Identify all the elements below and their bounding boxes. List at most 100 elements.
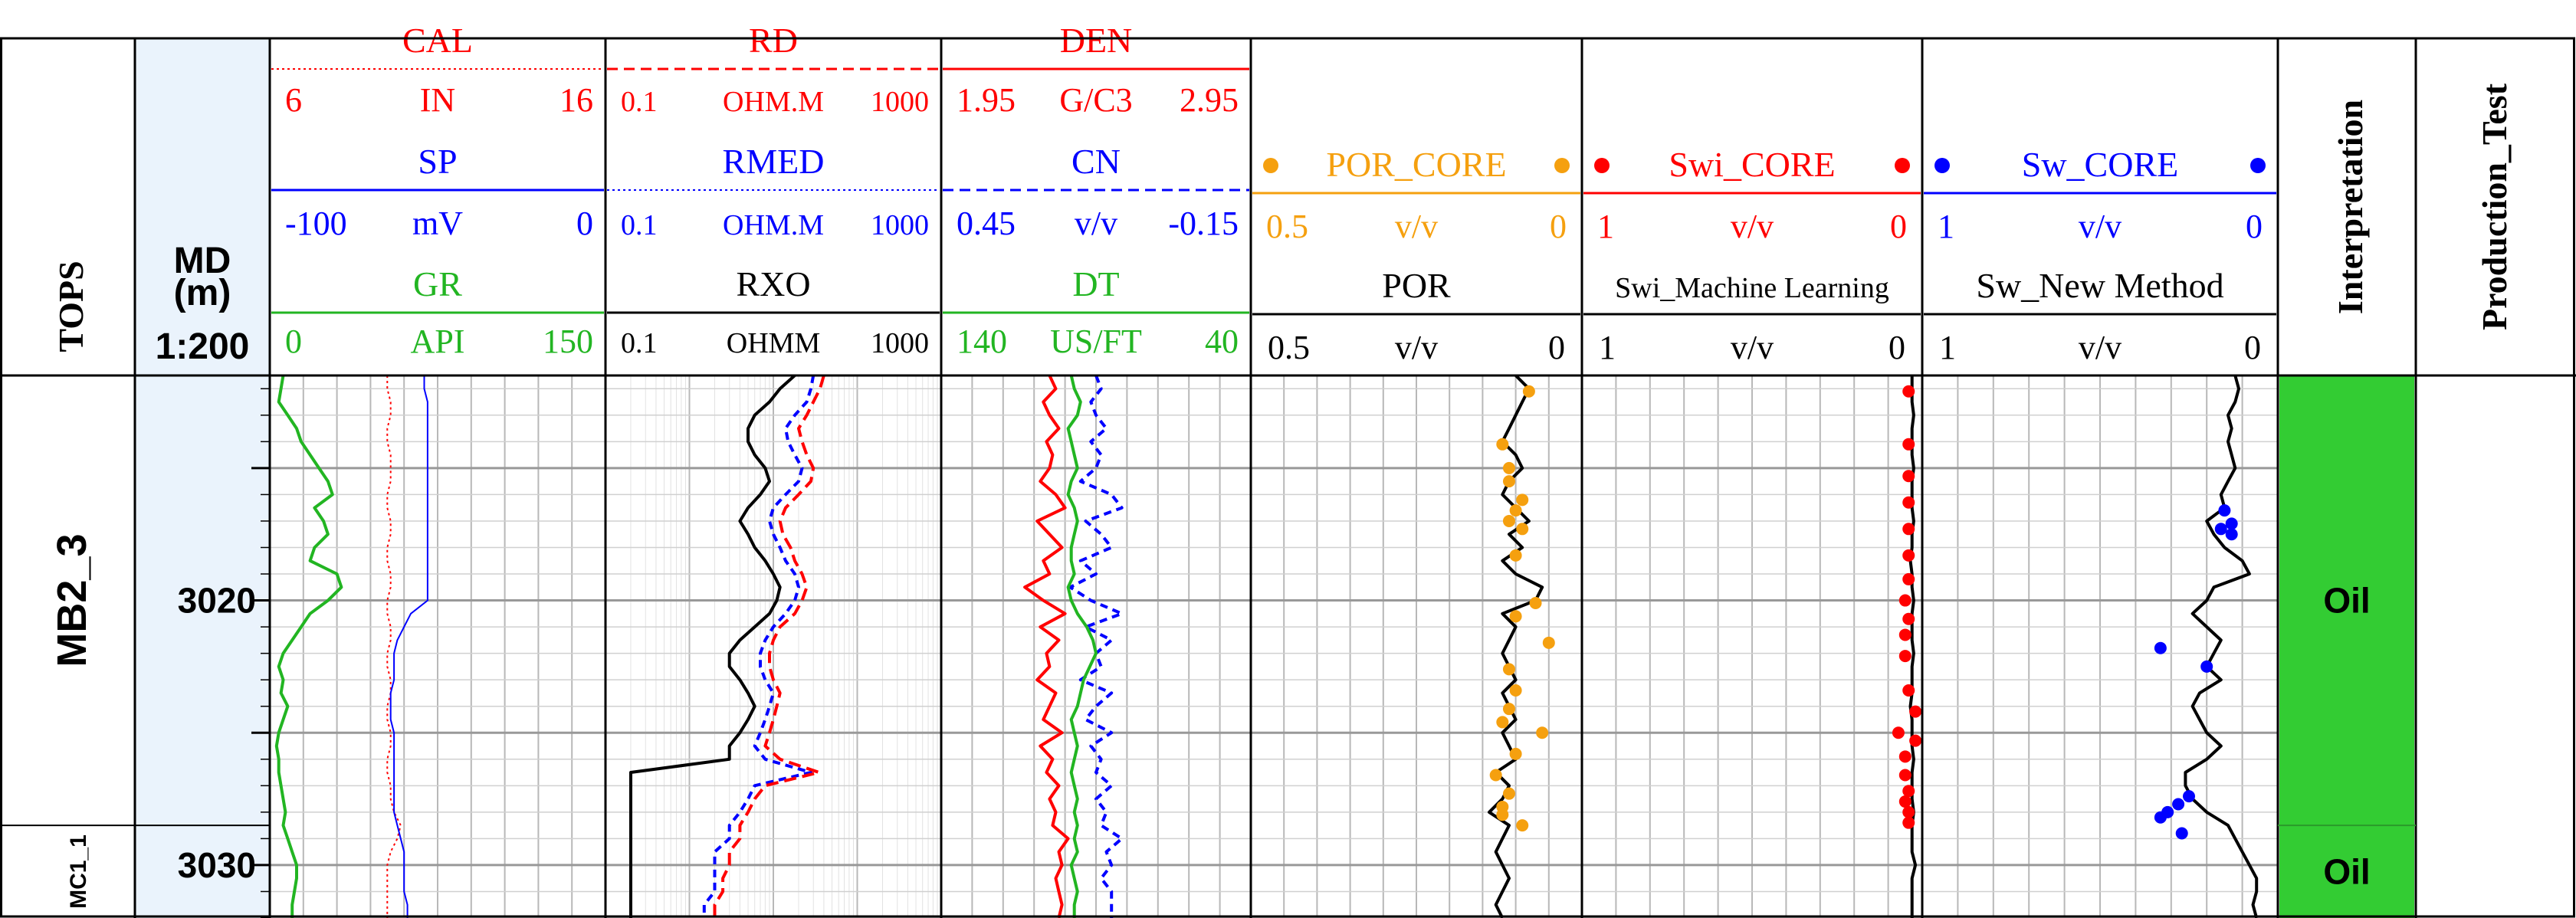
curve-max-cn: -0.15 [1168,205,1239,242]
por-core-point [1502,663,1515,676]
sw-core-point [2154,811,2167,824]
curve-unit-sp: mV [412,205,463,242]
curve-unit-rd: OHM.M [723,86,824,118]
swi-core-point [1902,523,1915,536]
curve-unit-rmed: OHM.M [723,209,824,241]
swi-core-point [1902,549,1915,562]
interpretation-interval [2279,825,2414,918]
por-core-point [1509,610,1522,623]
swi-core-point [1898,594,1911,607]
curve-max-rmed: 1000 [871,209,929,241]
dt-curve [1066,375,1098,918]
swi-curve-min: 1 [1599,329,1616,366]
sw-core-max: 0 [2246,208,2263,245]
por-core-point [1496,438,1509,451]
por-curve-unit: v/v [1395,329,1438,366]
curve-name-rd: RD [749,21,798,60]
swi-core-label: Swi_CORE [1669,145,1835,184]
por-curve-max: 0 [1548,329,1565,366]
sw-core-point [2225,517,2238,530]
cn-curve [1068,375,1124,918]
curve-max-sp: 0 [576,205,593,242]
curve-min-den: 1.95 [957,81,1016,119]
swi-core-point [1902,785,1915,798]
legend-dot-left [1263,158,1278,173]
swi-core-point [1902,816,1915,829]
curve-max-cal: 16 [560,81,593,119]
swi-core-unit: v/v [1731,208,1774,245]
sw-curve-min: 1 [1939,329,1956,366]
depth-tick-label: 3020 [178,581,256,621]
swi-core-point [1902,438,1915,451]
interpretation-header: Interpretation [2331,100,2370,314]
por-core-label: POR_CORE [1326,145,1506,184]
sw-core-point [2175,827,2188,840]
sw-core-point [2172,798,2185,811]
log-frame [0,37,2575,918]
sw-core-min: 1 [1938,208,1954,245]
den-curve [1023,375,1070,918]
por-curve [1488,374,1544,918]
swi-core-max: 0 [1890,208,1907,245]
por-core-min: 0.5 [1266,208,1308,245]
por-core-point [1502,475,1515,488]
sw-curve-label: Sw_New Method [1976,266,2223,305]
por-core-point [1489,769,1502,782]
por-core-unit: v/v [1395,208,1438,245]
curve-min-gr: 0 [285,323,302,360]
curve-max-den: 2.95 [1180,81,1239,119]
rxo-curve [629,374,796,918]
por-core-point [1496,808,1509,821]
por-core-point [1529,597,1542,610]
sw-curve-unit: v/v [2079,329,2122,366]
curve-min-rd: 0.1 [621,86,658,118]
sw-core-point [2183,790,2195,803]
swi-curve-unit: v/v [1731,329,1774,366]
sw-core-point [2154,641,2167,654]
sw-core-point [2214,523,2227,536]
depth-label: MD [174,241,231,281]
rd-curve [713,375,825,918]
swi-core-point [1898,750,1911,763]
por-core-point [1536,726,1549,739]
swi-core-point [1902,612,1915,625]
curve-max-gr: 150 [543,323,593,360]
curve-unit-cal: IN [420,81,455,119]
swi-core-point [1892,726,1905,739]
por-core-point [1509,549,1522,562]
swi-core-point [1898,795,1911,808]
swi-core-point [1898,769,1911,782]
curve-name-sp: SP [418,142,457,181]
por-core-point [1516,819,1529,832]
depth-tick-label: 3030 [178,845,256,885]
curve-min-dt: 140 [957,323,1007,360]
rmed-curve [702,375,815,918]
swi-core-point [1902,385,1915,398]
curve-name-den: DEN [1060,21,1133,60]
gr-curve [274,375,343,918]
swi-curve-label: Swi_Machine Learning [1615,272,1889,304]
sw-new-curve [2184,375,2259,918]
sw-core-unit: v/v [2079,208,2122,245]
por-core-max: 0 [1550,208,1567,245]
por-curve-label: POR [1382,266,1451,305]
sw-core-point [2218,504,2231,517]
por-core-point [1509,684,1522,697]
curve-unit-rxo: OHMM [727,327,820,359]
swi-core-point [1909,734,1922,747]
md-column-bg [135,38,270,918]
depth-unit: (m) [174,273,231,313]
formation-label-mc1_1: MC1_1 [66,834,91,909]
formation-label-mb2_3: MB2_3 [49,534,95,667]
interpretation-interval [2279,375,2414,826]
interpretation-label: Oil [2323,581,2370,621]
curve-max-rxo: 1000 [871,327,929,359]
curve-name-rmed: RMED [723,142,825,181]
curve-min-rmed: 0.1 [621,209,658,241]
curve-min-rxo: 0.1 [621,327,658,359]
swi-core-point [1902,684,1915,697]
curve-unit-gr: API [411,323,465,360]
por-core-point [1509,747,1522,760]
cal-curve [386,375,402,918]
sp-curve [389,375,428,918]
